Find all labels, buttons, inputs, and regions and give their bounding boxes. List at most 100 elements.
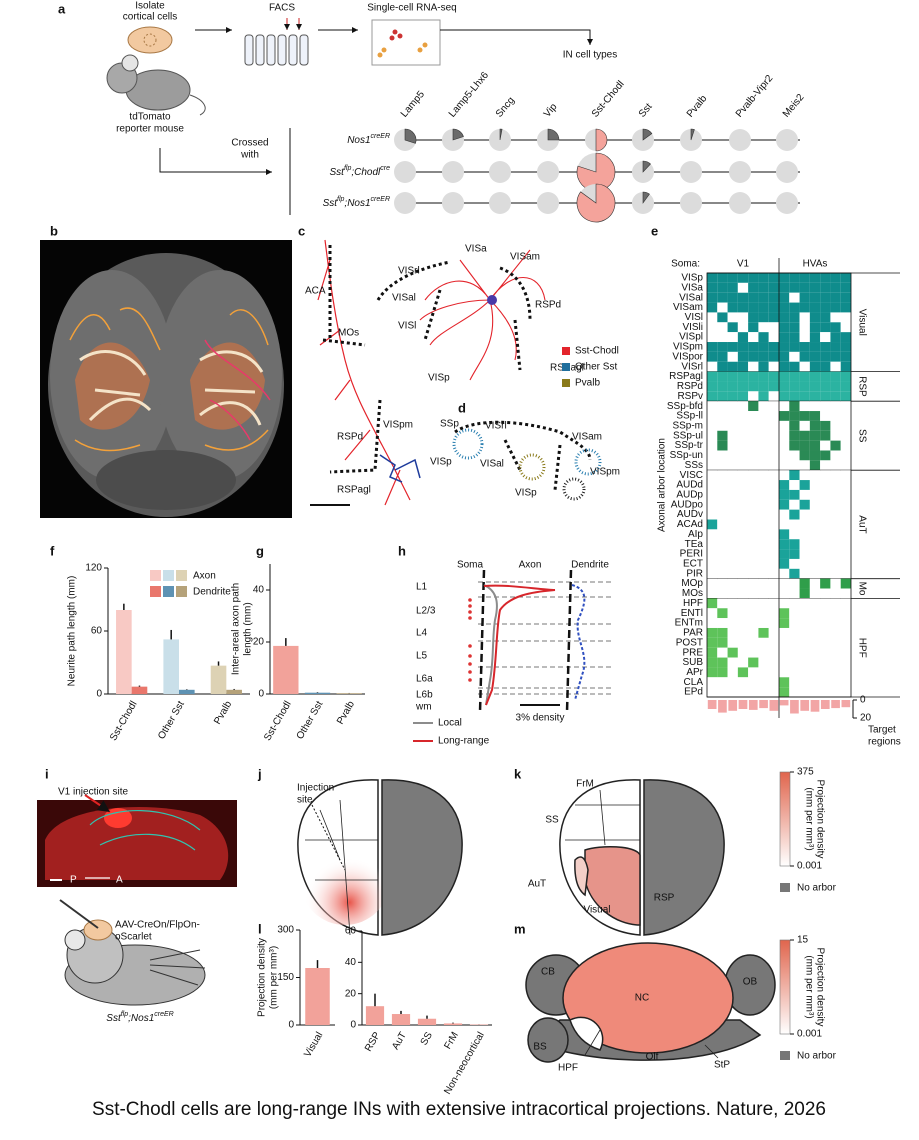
label-part: ;Chodl	[351, 167, 381, 178]
pie-wedge	[404, 128, 417, 144]
bar	[163, 639, 179, 694]
heatmap-cell	[737, 273, 749, 283]
heatmap-cell	[758, 568, 769, 579]
heatmap-cell	[758, 677, 769, 688]
panel-a-art-shape	[377, 52, 383, 58]
heatmap-cell	[789, 450, 800, 461]
heatmap-cell	[727, 489, 738, 500]
heatmap-cell	[830, 440, 841, 451]
heatmap-cell	[768, 598, 779, 609]
heatmap-cell	[748, 430, 759, 441]
heatmap-cell	[830, 657, 841, 668]
heatmap-cell	[789, 667, 800, 678]
axis-label: regions	[868, 737, 901, 748]
heatmap-cell	[727, 332, 738, 343]
heatmap-cell	[717, 618, 728, 628]
heatmap-cell	[707, 430, 718, 441]
heatmap-cell	[768, 381, 779, 392]
pie-wedge	[690, 128, 695, 141]
heatmap-cell	[768, 371, 779, 382]
label: V1	[737, 259, 750, 270]
heatmap-cell	[768, 351, 779, 362]
heatmap-cell	[748, 687, 759, 697]
heatmap-cell	[820, 450, 831, 461]
row-label: ECT	[683, 559, 703, 570]
heatmap-cell	[809, 509, 821, 520]
pie-background	[442, 192, 464, 214]
heatmap-cell	[789, 371, 800, 382]
label: FACS	[269, 3, 295, 14]
heatmap-cell	[758, 351, 769, 362]
panel-h-profiles-shape	[468, 644, 472, 648]
heatmap-cell	[820, 430, 831, 441]
panel-b-image	[40, 240, 292, 518]
heatmap-cell	[840, 381, 851, 392]
panel-label: j	[257, 766, 262, 781]
heatmap-cell	[758, 480, 769, 490]
heatmap-cell	[830, 322, 841, 333]
heatmap-cell	[830, 637, 841, 648]
heatmap-cell	[707, 401, 718, 412]
orientation-label: P	[70, 875, 77, 886]
row-label: TEa	[685, 539, 704, 550]
panel-label: d	[458, 400, 466, 415]
heatmap-cell	[830, 470, 841, 481]
heatmap-cell	[789, 332, 800, 343]
heatmap-cell	[830, 539, 841, 550]
heatmap-cell	[840, 618, 851, 628]
panel-label: m	[514, 921, 526, 936]
panel-i-art	[37, 794, 237, 1006]
target-bar	[841, 700, 851, 708]
heatmap-cell	[758, 667, 769, 678]
heatmap-cell	[758, 657, 769, 668]
superscript: creER	[371, 196, 390, 203]
heatmap-cell	[830, 667, 841, 678]
panel-a-art-shape	[299, 34, 309, 66]
panel-i-art-shape	[45, 807, 229, 880]
row-label: VISp	[681, 273, 703, 284]
axis-label: Target	[868, 725, 896, 736]
label: with	[240, 150, 259, 161]
row-label: EPd	[684, 687, 703, 698]
heatmap-cell	[727, 499, 738, 510]
heatmap-cell	[809, 578, 821, 589]
row-label: VISC	[680, 470, 703, 481]
row-label: CLA	[684, 677, 704, 688]
panel-h-profiles-shape	[468, 610, 472, 614]
heatmap-cell	[717, 509, 728, 520]
heatmap-cell	[789, 519, 800, 530]
superscript: flp	[337, 196, 345, 203]
heatmap-cell	[830, 420, 841, 431]
panel-c-tracings-shape	[419, 249, 546, 381]
heatmap-cell	[830, 332, 841, 343]
heatmap-cell	[789, 282, 800, 293]
pie-background	[680, 192, 702, 214]
bar	[417, 1018, 437, 1025]
heatmap-cell	[727, 608, 738, 619]
heatmap-cell	[779, 361, 790, 372]
heatmap-cell	[820, 401, 831, 412]
y-axis-label: length (mm)	[243, 602, 254, 655]
heatmap-cell	[717, 657, 728, 668]
heatmap-cell	[799, 687, 810, 697]
target-bar	[831, 700, 840, 709]
heatmap-cell	[799, 440, 810, 451]
heatmap-cell	[758, 588, 769, 599]
heatmap-cell	[707, 499, 718, 510]
panel-h-profiles-shape	[468, 604, 472, 608]
cell-type-label: Sncg	[494, 95, 517, 120]
heatmap-cell	[717, 282, 728, 293]
heatmap-cell	[789, 489, 800, 500]
group-label: HPF	[856, 638, 867, 658]
heatmap-cell	[748, 371, 759, 382]
row-label: PRE	[682, 647, 703, 658]
heatmap-cell	[840, 519, 851, 530]
cell-type-label: Vip	[542, 101, 560, 119]
heatmap-cell	[737, 578, 749, 589]
region-label: StP	[714, 1060, 730, 1071]
heatmap-cell	[809, 598, 821, 609]
heatmap-cell	[809, 312, 821, 323]
panel-b-image-shape	[69, 307, 269, 452]
y-tick-label: 60	[345, 926, 357, 937]
x-tick-label: Other Sst	[156, 699, 187, 741]
